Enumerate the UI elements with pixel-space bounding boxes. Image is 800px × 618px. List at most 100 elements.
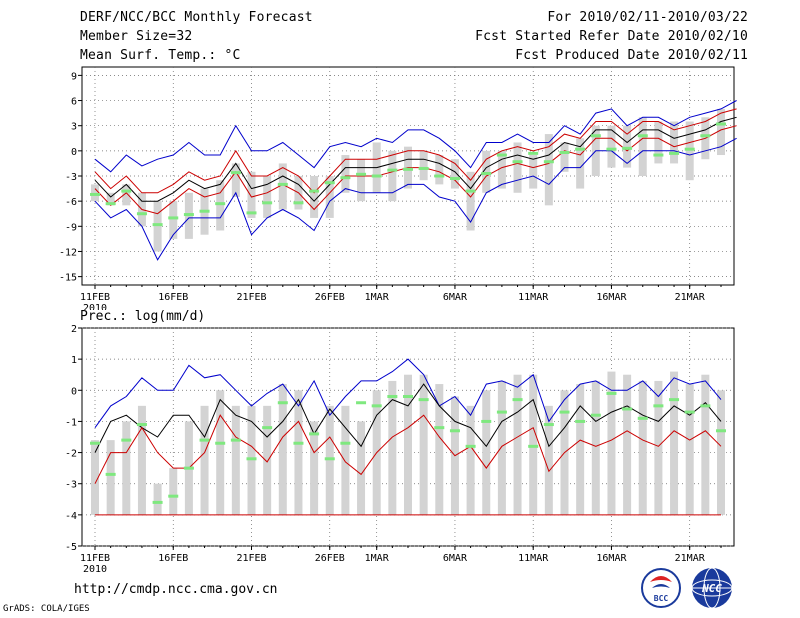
range-bar [607, 371, 616, 515]
range-bar [91, 184, 99, 202]
range-bar [482, 150, 491, 193]
observed-mark [434, 174, 445, 178]
y-tick-label: 3 [71, 122, 77, 133]
observed-mark [465, 444, 476, 448]
x-tick-label: 16MAR [596, 553, 627, 564]
range-bar [466, 171, 475, 231]
y-tick-label: -3 [65, 172, 77, 183]
x-tick-label: 21FEB [236, 553, 266, 564]
observed-mark [418, 166, 429, 170]
range-bar [685, 121, 694, 181]
observed-mark [684, 410, 695, 414]
observed-mark [418, 398, 429, 402]
observed-mark [403, 395, 413, 399]
forecast-period: For 2010/02/11-2010/03/22 [547, 10, 748, 25]
y-tick-label: -12 [59, 247, 77, 258]
x-tick-label: 21MAR [675, 292, 706, 303]
observed-mark [246, 211, 257, 215]
observed-mark [215, 441, 226, 445]
range-bar [216, 180, 225, 231]
range-bar [106, 440, 115, 515]
observed-mark [152, 223, 163, 227]
observed-mark [575, 147, 586, 151]
observed-mark [543, 423, 554, 427]
observed-mark [669, 151, 680, 155]
observed-mark [481, 171, 492, 175]
range-bar [591, 380, 600, 515]
range-bar [294, 390, 303, 515]
observed-mark [528, 444, 539, 448]
x-tick-label: 21MAR [675, 553, 706, 564]
observed-mark [653, 404, 664, 408]
x-tick-label: 11FEB [80, 292, 110, 303]
range-bar [169, 468, 178, 515]
range-bar [357, 159, 366, 202]
range-bar [278, 163, 287, 210]
observed-mark [403, 167, 413, 171]
observed-mark [606, 391, 617, 395]
x-tick-label: 11MAR [518, 553, 549, 564]
x-tick-label: 1MAR [365, 292, 390, 303]
observed-mark [230, 438, 241, 442]
observed-mark [684, 147, 695, 151]
observed-mark [449, 177, 460, 181]
observed-mark [700, 134, 711, 138]
observed-mark [262, 426, 273, 430]
range-bar [231, 163, 240, 197]
range-bar [137, 405, 146, 515]
range-bar [435, 384, 444, 515]
observed-mark [168, 494, 179, 498]
y-tick-label: -3 [65, 480, 77, 491]
observed-mark [309, 189, 320, 193]
observed-mark [669, 398, 680, 402]
range-bar [310, 176, 319, 218]
range-bar [607, 125, 616, 168]
range-bar [388, 150, 397, 202]
range-bar [325, 405, 334, 515]
x-tick-label: 26FEB [315, 292, 345, 303]
observed-mark [105, 472, 116, 476]
observed-mark [700, 404, 711, 408]
range-bar [685, 384, 694, 515]
x-tick-label: 11FEB [80, 553, 110, 564]
series-line-upper [94, 358, 722, 428]
range-bar [717, 108, 725, 156]
observed-mark [121, 189, 132, 193]
observed-mark [340, 441, 351, 445]
observed-mark [309, 432, 320, 436]
x-tick-label: 26FEB [315, 553, 345, 564]
range-bar [717, 390, 725, 515]
observed-mark [559, 410, 570, 414]
range-bar [341, 155, 350, 193]
range-bar [325, 176, 334, 218]
observed-mark [465, 189, 476, 193]
observed-mark [575, 419, 586, 423]
observed-mark [324, 457, 335, 461]
range-bar [310, 421, 319, 515]
observed-mark [606, 147, 617, 151]
temp-panel-label: Mean Surf. Temp.: °C [80, 48, 241, 63]
y-tick-label: 0 [71, 147, 77, 158]
x-tick-label: 16MAR [596, 292, 627, 303]
range-bar [497, 150, 506, 189]
range-bar [560, 142, 569, 172]
y-tick-label: 2 [71, 324, 77, 335]
observed-mark [528, 151, 539, 155]
observed-mark [716, 429, 726, 433]
y-tick-label: 9 [71, 71, 77, 82]
range-bar [638, 380, 647, 515]
observed-mark [590, 134, 601, 138]
source-url[interactable]: http://cmdp.ncc.cma.gov.cn [74, 582, 278, 597]
observed-mark [90, 192, 100, 196]
range-bar [388, 380, 397, 515]
observed-mark [716, 122, 726, 126]
observed-mark [199, 438, 210, 442]
y-tick-label: -2 [65, 449, 77, 460]
y-tick-label: -9 [65, 222, 77, 233]
x-tick-label: 6MAR [443, 292, 468, 303]
observed-mark [215, 202, 226, 206]
range-bar [513, 142, 522, 193]
range-bar [278, 384, 287, 515]
x-tick-label: 16FEB [158, 553, 188, 564]
